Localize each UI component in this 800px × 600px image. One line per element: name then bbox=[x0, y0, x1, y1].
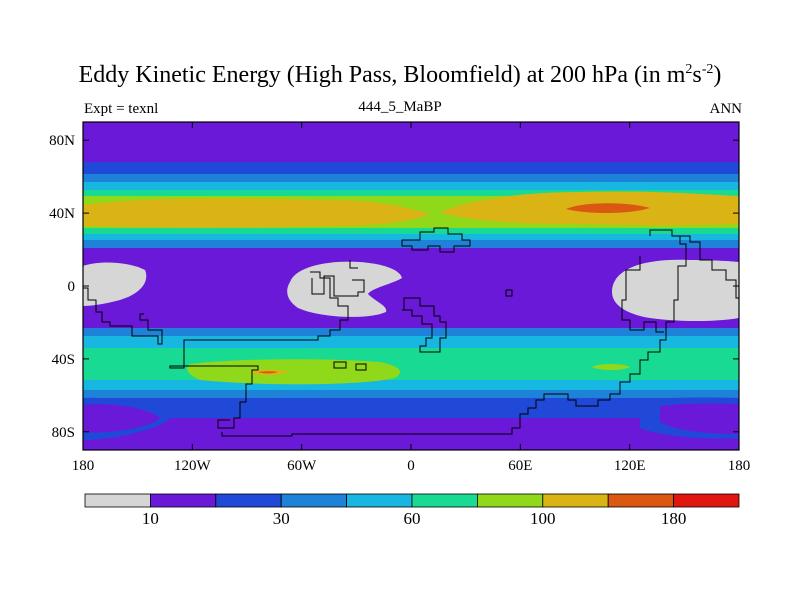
season-label: ANN bbox=[709, 101, 743, 117]
coast-islands bbox=[333, 289, 513, 371]
colorbar-swatch bbox=[280, 493, 348, 508]
x-tick-label: 0 bbox=[407, 458, 415, 474]
y-tick-label: 0 bbox=[68, 279, 76, 295]
coast-asia bbox=[649, 229, 739, 299]
contour-field bbox=[83, 122, 739, 450]
case-label: 444_5_MaBP bbox=[358, 99, 442, 115]
x-tick-label: 120W bbox=[174, 458, 212, 474]
x-tick-label: 180 bbox=[72, 458, 95, 474]
coast-pacific-west bbox=[83, 287, 163, 345]
jet-north-west bbox=[83, 198, 430, 228]
coastlines bbox=[83, 227, 739, 437]
y-tick-label: 40S bbox=[52, 352, 75, 368]
low-east-pacific bbox=[612, 259, 739, 321]
coast-africa bbox=[402, 297, 447, 353]
x-tick-label: 60W bbox=[287, 458, 317, 474]
antarctic-ridge-east bbox=[660, 403, 739, 434]
coast-south-america bbox=[169, 271, 349, 429]
coast-australia bbox=[221, 236, 687, 437]
colorbar-swatch bbox=[84, 493, 151, 508]
colorbar-swatch bbox=[607, 493, 675, 508]
plot-title: Eddy Kinetic Energy (High Pass, Bloomfie… bbox=[78, 62, 722, 88]
x-tick-label: 180 bbox=[728, 458, 751, 474]
band-north-cyan2 bbox=[83, 228, 739, 238]
band-north-green bbox=[83, 190, 739, 200]
colorbar bbox=[84, 493, 740, 508]
antarctic-ridge bbox=[83, 404, 160, 433]
y-tick-label: 80S bbox=[52, 425, 75, 441]
colorbar-label: 180 bbox=[661, 509, 687, 528]
experiment-label: Expt = texnl bbox=[84, 101, 159, 117]
low-south-america bbox=[287, 261, 402, 317]
colorbar-swatch bbox=[346, 493, 413, 508]
jet-south-lime-east bbox=[592, 364, 630, 370]
y-tick-label: 40N bbox=[49, 206, 75, 222]
colorbar-label: 10 bbox=[142, 509, 159, 528]
colorbar-label: 100 bbox=[530, 509, 556, 528]
low-west-pacific bbox=[83, 262, 147, 306]
colorbar-labels: 10 30 60 100 180 bbox=[142, 509, 686, 528]
colorbar-label: 60 bbox=[404, 509, 421, 528]
jet-south-orange-core bbox=[258, 371, 278, 374]
axis-tick-labels: 180 120W 60W 0 60E 120E 180 80N 40N 0 40S 80S bbox=[49, 133, 750, 474]
axis-ticks bbox=[82, 122, 740, 450]
colorbar-swatch bbox=[215, 493, 282, 508]
colorbar-swatch bbox=[542, 493, 609, 508]
x-tick-label: 60E bbox=[508, 458, 532, 474]
x-tick-label: 120E bbox=[614, 458, 646, 474]
jet-north-max bbox=[566, 203, 650, 214]
colorbar-swatch bbox=[476, 493, 544, 508]
coast-central bbox=[349, 260, 358, 269]
y-tick-label: 80N bbox=[49, 133, 75, 149]
colorbar-swatch bbox=[149, 493, 217, 508]
band-north-cyan3 bbox=[83, 234, 739, 244]
coast-north-america bbox=[311, 275, 365, 297]
jet-south-lime bbox=[187, 359, 400, 385]
colorbar-swatch bbox=[411, 493, 478, 508]
coast-north-africa-europe bbox=[401, 227, 471, 253]
coast-asia-south bbox=[621, 256, 664, 333]
colorbar-label: 30 bbox=[273, 509, 290, 528]
colorbar-swatch bbox=[673, 493, 740, 508]
